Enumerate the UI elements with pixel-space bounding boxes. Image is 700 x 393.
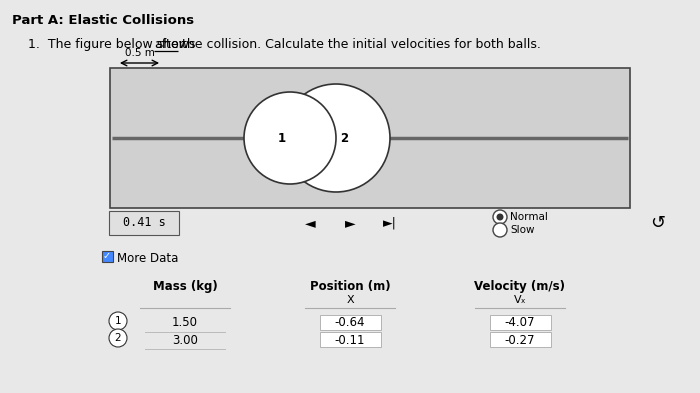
Text: after: after xyxy=(155,38,184,51)
FancyBboxPatch shape xyxy=(489,332,550,347)
Text: ►|: ►| xyxy=(383,217,397,230)
Text: Velocity (m/s): Velocity (m/s) xyxy=(475,280,566,293)
Text: X: X xyxy=(346,295,354,305)
Text: 0.5 m: 0.5 m xyxy=(125,48,155,58)
Text: 1: 1 xyxy=(115,316,121,326)
FancyBboxPatch shape xyxy=(110,68,630,208)
FancyBboxPatch shape xyxy=(319,332,381,347)
Text: Vₓ: Vₓ xyxy=(514,295,526,305)
Circle shape xyxy=(493,223,507,237)
Text: 0.41 s: 0.41 s xyxy=(122,217,165,230)
FancyBboxPatch shape xyxy=(109,211,179,235)
FancyBboxPatch shape xyxy=(319,314,381,329)
Text: 3.00: 3.00 xyxy=(172,334,198,347)
Text: Slow: Slow xyxy=(510,225,535,235)
Circle shape xyxy=(493,210,507,224)
Text: the collision. Calculate the initial velocities for both balls.: the collision. Calculate the initial vel… xyxy=(178,38,540,51)
FancyBboxPatch shape xyxy=(489,314,550,329)
Text: 2: 2 xyxy=(115,333,121,343)
Text: 1.50: 1.50 xyxy=(172,316,198,329)
Text: -0.27: -0.27 xyxy=(505,334,536,347)
Text: 2: 2 xyxy=(340,132,348,145)
Text: Normal: Normal xyxy=(510,212,548,222)
Circle shape xyxy=(282,84,390,192)
Text: 1.  The figure below shows: 1. The figure below shows xyxy=(28,38,199,51)
Circle shape xyxy=(496,213,503,220)
Text: More Data: More Data xyxy=(117,252,178,264)
Text: ◄: ◄ xyxy=(304,216,315,230)
Text: Mass (kg): Mass (kg) xyxy=(153,280,218,293)
Circle shape xyxy=(244,92,336,184)
FancyBboxPatch shape xyxy=(102,250,113,261)
Text: -0.64: -0.64 xyxy=(335,316,365,329)
Text: -0.11: -0.11 xyxy=(335,334,365,347)
Circle shape xyxy=(109,329,127,347)
Text: ►: ► xyxy=(344,216,356,230)
Text: Part A: Elastic Collisions: Part A: Elastic Collisions xyxy=(12,14,194,27)
Circle shape xyxy=(109,312,127,330)
Text: ✓: ✓ xyxy=(103,251,111,261)
Text: 1: 1 xyxy=(278,132,286,145)
Text: ↺: ↺ xyxy=(650,214,666,232)
Text: -4.07: -4.07 xyxy=(505,316,536,329)
Text: Position (m): Position (m) xyxy=(309,280,391,293)
